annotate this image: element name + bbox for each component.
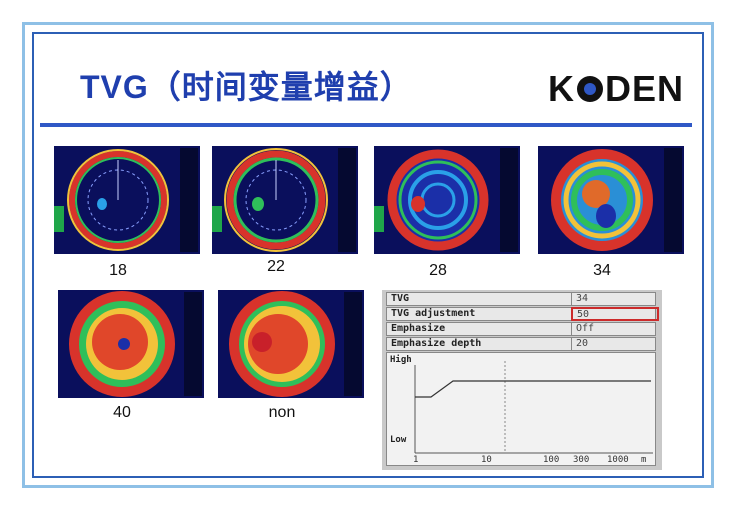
tvg-label: TVG — [391, 293, 410, 304]
caption-40: 40 — [113, 404, 131, 421]
sonar-image-tvg-40 — [58, 290, 204, 398]
sonar-image-tvg-18 — [54, 146, 200, 254]
tvg-adjustment-row[interactable]: TVG adjustment 50 — [386, 307, 659, 321]
tvg-adjustment-label: TVG adjustment — [391, 308, 476, 319]
sonar-image-tvg-22 — [212, 146, 358, 254]
emphasize-depth-row: Emphasize depth 20 — [386, 337, 656, 351]
slide-inner-frame — [32, 32, 704, 478]
tvg-value: 34 — [571, 293, 657, 305]
axis-tick-300: 300 — [573, 455, 590, 465]
koden-logo: K DEN — [548, 68, 685, 109]
title-divider — [40, 123, 692, 127]
axis-tick-1: 1 — [413, 455, 419, 465]
tvg-settings-panel: TVG 34 TVG adjustment 50 Emphasize Off E… — [382, 290, 662, 470]
tvg-adjustment-value[interactable]: 50 — [571, 307, 659, 321]
axis-tick-100: 100 — [543, 455, 560, 465]
sonar-image-tvg-34 — [538, 146, 684, 254]
emphasize-depth-label: Emphasize depth — [391, 338, 482, 349]
sonar-image-tvg-28 — [374, 146, 520, 254]
sonar-image-tvg-non — [218, 290, 364, 398]
slide-title: TVG（时间变量增益） — [80, 69, 413, 105]
graph-high-label: High — [390, 355, 412, 365]
caption-22: 22 — [267, 258, 285, 275]
caption-18: 18 — [109, 262, 127, 279]
tvg-curve-graph: High Low 1 10 100 300 1000 m — [386, 352, 656, 466]
tvg-row: TVG 34 — [386, 292, 656, 306]
axis-tick-10: 10 — [481, 455, 492, 465]
axis-unit-m: m — [641, 455, 647, 465]
emphasize-value: Off — [571, 323, 657, 335]
emphasize-row: Emphasize Off — [386, 322, 656, 336]
caption-28: 28 — [429, 262, 447, 279]
slide-outer-frame — [22, 22, 714, 488]
emphasize-label: Emphasize — [391, 323, 446, 334]
caption-non: non — [268, 404, 296, 421]
emphasize-depth-value: 20 — [571, 338, 657, 350]
caption-34: 34 — [593, 262, 611, 279]
axis-tick-1000: 1000 — [607, 455, 629, 465]
graph-low-label: Low — [390, 435, 407, 445]
